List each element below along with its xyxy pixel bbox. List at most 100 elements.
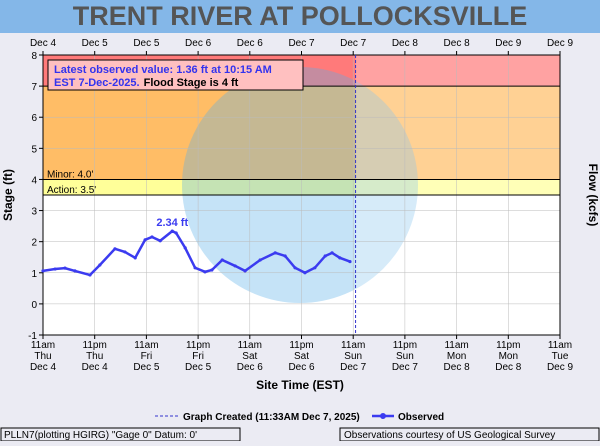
x-tick-label: Dec 7 bbox=[340, 362, 367, 373]
x-tick-label: Sun bbox=[344, 351, 362, 362]
series-point bbox=[170, 229, 174, 233]
info-line2: EST 7-Dec-2025. Flood Stage is 4 ft bbox=[54, 77, 239, 89]
series-point bbox=[338, 256, 342, 260]
y-tick-label: 5 bbox=[31, 144, 37, 155]
x-tick-label: Fri bbox=[141, 351, 153, 362]
x-tick-label: Dec 8 bbox=[444, 362, 471, 373]
info-line1: Latest observed value: 1.36 ft at 10:15 … bbox=[54, 64, 272, 76]
x-tick-label: 11am bbox=[444, 340, 468, 351]
x-axis-label: Site Time (EST) bbox=[256, 378, 344, 392]
x-tick-label: Mon bbox=[447, 351, 466, 362]
x-tick-label: 11am bbox=[341, 340, 365, 351]
x2-tick-label: Dec 8 bbox=[444, 38, 471, 49]
x-tick-label: 11pm bbox=[289, 340, 313, 351]
info-box bbox=[47, 59, 304, 91]
x-tick-label: Mon bbox=[499, 351, 518, 362]
x2-tick-label: Dec 9 bbox=[547, 38, 574, 49]
plot-frame bbox=[42, 54, 561, 336]
x-tick-label: Sat bbox=[294, 351, 309, 362]
legend-swatch-marker bbox=[380, 413, 386, 419]
x2-tick-label: Dec 9 bbox=[495, 38, 522, 49]
x-tick-label: Sun bbox=[396, 351, 414, 362]
y-tick-label: -1 bbox=[28, 331, 37, 342]
x-tick-label: Dec 5 bbox=[133, 362, 160, 373]
peak-label: 2.34 ft bbox=[156, 217, 188, 229]
x2-tick-label: Dec 8 bbox=[392, 38, 419, 49]
threshold-label: Action: 3.5' bbox=[47, 185, 96, 196]
series-point bbox=[210, 268, 214, 272]
x-tick-label: 11am bbox=[31, 340, 55, 351]
x-tick-label: Dec 4 bbox=[30, 362, 57, 373]
series-point bbox=[53, 267, 57, 271]
x2-tick-label: Dec 4 bbox=[30, 38, 57, 49]
series-point bbox=[183, 246, 187, 250]
x2-tick-label: Dec 7 bbox=[288, 38, 315, 49]
legend-created-label: Graph Created (11:33AM Dec 7, 2025) bbox=[183, 412, 360, 423]
x-tick-label: Dec 6 bbox=[288, 362, 315, 373]
series-point bbox=[313, 266, 317, 270]
series-point bbox=[98, 263, 102, 267]
x-tick-label: Sat bbox=[242, 351, 257, 362]
legend-observed: Observed bbox=[372, 412, 444, 423]
x2-tick-label: Dec 6 bbox=[237, 38, 264, 49]
series-point bbox=[293, 266, 297, 270]
x-tick-label: Fri bbox=[192, 351, 204, 362]
y-tick-label: 8 bbox=[31, 51, 37, 62]
series-point bbox=[73, 269, 77, 273]
y-tick-label: 3 bbox=[31, 207, 37, 218]
x-tick-label: 11pm bbox=[496, 340, 520, 351]
info-flood: Flood Stage is 4 ft bbox=[144, 77, 239, 89]
series-point bbox=[158, 239, 162, 243]
y-tick-label: 6 bbox=[31, 113, 37, 124]
series-point bbox=[150, 235, 154, 239]
x-tick-label: 11pm bbox=[393, 340, 417, 351]
y-tick-label: 7 bbox=[31, 82, 37, 93]
x-tick-label: Dec 5 bbox=[185, 362, 212, 373]
x-tick-label: Thu bbox=[34, 351, 51, 362]
x-tick-label: 11am bbox=[238, 340, 262, 351]
x2-tick-label: Dec 5 bbox=[82, 38, 109, 49]
watermark bbox=[182, 67, 418, 303]
chart-title: TRENT RIVER AT POLLOCKSVILLE bbox=[73, 1, 528, 31]
series-point bbox=[303, 271, 307, 275]
y-axis-label: Stage (ft) bbox=[1, 169, 15, 221]
series-point bbox=[88, 273, 92, 277]
title-bar bbox=[0, 0, 600, 33]
series-point bbox=[330, 251, 334, 255]
x-tick-label: Dec 4 bbox=[82, 362, 109, 373]
info-date: EST 7-Dec-2025. bbox=[54, 77, 140, 89]
x-tick-label: 11pm bbox=[83, 340, 107, 351]
series-point bbox=[273, 251, 277, 255]
y-tick-label: 4 bbox=[31, 175, 37, 186]
x-tick-label: 11pm bbox=[186, 340, 210, 351]
series-point bbox=[243, 269, 247, 273]
x-tick-label: Dec 7 bbox=[392, 362, 419, 373]
x2-tick-label: Dec 6 bbox=[185, 38, 212, 49]
series-point bbox=[203, 270, 207, 274]
x2-tick-label: Dec 5 bbox=[133, 38, 160, 49]
series-point bbox=[348, 259, 352, 264]
series-point bbox=[283, 254, 287, 258]
x-tick-label: Thu bbox=[86, 351, 103, 362]
y-tick-label: 0 bbox=[31, 300, 37, 311]
x-tick-label: Dec 6 bbox=[237, 362, 264, 373]
series-point bbox=[193, 266, 197, 270]
series-point bbox=[258, 258, 262, 262]
footer-left: PLLN7(plotting HGIRG) "Gage 0" Datum: 0' bbox=[4, 430, 197, 441]
x-tick-label: 11am bbox=[134, 340, 158, 351]
series-point bbox=[233, 264, 237, 268]
y-tick-label: 2 bbox=[31, 238, 37, 249]
series-point bbox=[143, 238, 147, 242]
y2-axis-label: Flow (kcfs) bbox=[586, 164, 600, 227]
series-point bbox=[220, 258, 224, 262]
x-tick-label: Dec 9 bbox=[547, 362, 574, 373]
footer-right: Observations courtesy of US Geological S… bbox=[344, 430, 555, 441]
x-tick-label: 11am bbox=[548, 340, 572, 351]
series-point bbox=[113, 247, 117, 251]
series-point bbox=[174, 231, 178, 235]
x-tick-label: Tue bbox=[552, 351, 569, 362]
x2-tick-label: Dec 7 bbox=[340, 38, 367, 49]
threshold-label: Minor: 4.0' bbox=[47, 169, 93, 180]
y-tick-label: 1 bbox=[31, 269, 37, 280]
